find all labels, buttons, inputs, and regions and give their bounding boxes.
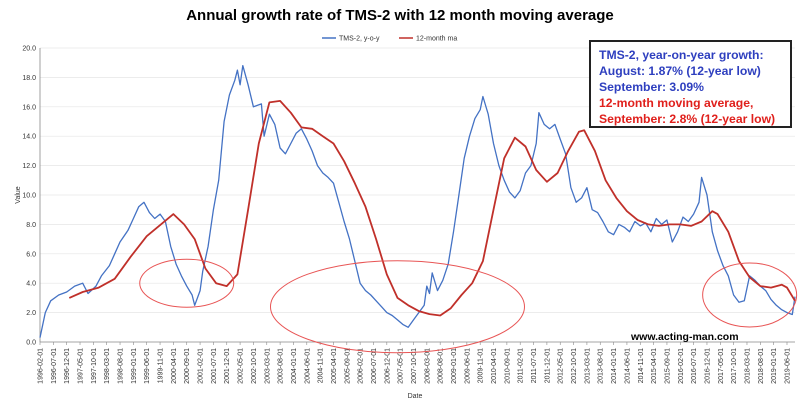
x-tick-label: 1997-10-01 <box>91 348 98 384</box>
legend-label-tms2: TMS-2, y-o-y <box>339 36 380 43</box>
x-tick-label: 2009-06-01 <box>464 348 471 384</box>
legend-label-ma: 12-month ma <box>416 36 457 43</box>
x-tick-label: 1996-02-01 <box>38 348 45 384</box>
x-tick-label: 2001-07-01 <box>211 348 218 384</box>
x-tick-label: 2014-01-01 <box>611 348 618 384</box>
x-tick-label: 2005-04-01 <box>331 348 338 384</box>
chart-title: Annual growth rate of TMS-2 with 12 mont… <box>186 7 614 24</box>
y-tick-label: 18.0 <box>22 75 36 82</box>
annotation-line-1: TMS-2, year-on-year growth: <box>599 48 764 62</box>
x-tick-label: 1999-11-01 <box>158 348 165 383</box>
x-tick-label: 2009-11-01 <box>478 348 485 383</box>
x-tick-label: 2012-05-01 <box>558 348 565 384</box>
legend: TMS-2, y-o-y 12-month ma <box>322 36 457 43</box>
x-tick-label: 2010-09-01 <box>504 348 511 384</box>
x-tick-label: 2002-05-01 <box>238 348 245 384</box>
x-tick-label: 2015-09-01 <box>664 348 671 384</box>
highlight-ellipse <box>269 260 525 354</box>
x-tick-label: 1996-07-01 <box>51 348 58 384</box>
x-tick-label: 2014-11-01 <box>638 348 645 383</box>
x-tick-label: 2003-08-01 <box>278 348 285 384</box>
x-tick-label: 2000-04-01 <box>171 348 178 384</box>
x-tick-label: 2014-06-01 <box>624 348 631 384</box>
x-tick-label: 1998-03-01 <box>104 348 111 384</box>
x-tick-label: 1999-06-01 <box>144 348 151 384</box>
series-line-tms2-yoy <box>39 64 796 338</box>
annotation-box: TMS-2, year-on-year growth: August: 1.87… <box>589 40 792 128</box>
x-tick-label: 2001-12-01 <box>224 348 231 384</box>
y-tick-label: 8.0 <box>26 222 36 229</box>
x-tick-label: 2003-03-01 <box>264 348 271 384</box>
x-tick-label: 2005-09-01 <box>344 348 351 384</box>
x-tick-label: 2018-03-01 <box>744 348 751 384</box>
x-tick-label: 2006-02-01 <box>358 348 365 384</box>
x-tick-label: 2007-10-01 <box>411 348 418 384</box>
y-tick-label: 12.0 <box>22 163 36 170</box>
x-tick-label: 1998-08-01 <box>118 348 125 384</box>
x-axis-title: Date <box>408 393 423 400</box>
x-tick-label: 2008-03-01 <box>424 348 431 384</box>
x-tick-label: 2013-08-01 <box>598 348 605 384</box>
series-layer <box>39 64 796 338</box>
x-tick-label: 2019-06-01 <box>784 348 791 384</box>
x-tick-label: 2010-04-01 <box>491 348 498 384</box>
x-tick-label: 2006-07-01 <box>371 348 378 384</box>
y-tick-label: 20.0 <box>22 46 36 53</box>
y-tick-label: 4.0 <box>26 281 36 288</box>
x-tick-label: 2015-04-01 <box>651 348 658 384</box>
series-line-12m-ma <box>68 100 796 317</box>
y-tick-label: 0.0 <box>26 340 36 347</box>
x-tick-label: 2018-08-01 <box>758 348 765 384</box>
y-tick-label: 2.0 <box>26 310 36 317</box>
x-tick-label: 2016-02-01 <box>678 348 685 384</box>
x-tick-label: 2011-07-01 <box>531 348 538 383</box>
x-tick-label: 2004-01-01 <box>291 348 298 384</box>
annotation-line-2: August: 1.87% (12-year low) <box>599 64 761 78</box>
x-tick-label: 2004-11-01 <box>318 348 325 383</box>
x-tick-label: 1996-12-01 <box>64 348 71 384</box>
x-tick-label: 2001-02-01 <box>198 348 205 384</box>
x-tick-label: 2016-07-01 <box>691 348 698 384</box>
x-axis-ticks: 1996-02-01 1996-07-01 1996-12-01 1997-05-01… <box>38 342 791 384</box>
x-tick-label: 2011-02-01 <box>518 348 525 383</box>
highlight-ellipse <box>139 258 235 308</box>
highlight-ellipses <box>139 258 798 354</box>
annotation-line-4: 12-month moving average, <box>599 96 754 110</box>
y-tick-label: 6.0 <box>26 251 36 258</box>
x-tick-label: 2017-05-01 <box>718 348 725 384</box>
x-tick-label: 2006-12-01 <box>384 348 391 384</box>
x-tick-label: 2017-10-01 <box>731 348 738 384</box>
annotation-line-5: September: 2.8% (12-year low) <box>599 112 776 126</box>
highlight-ellipse <box>702 262 798 328</box>
x-tick-label: 2016-12-01 <box>704 348 711 384</box>
x-tick-label: 2002-10-01 <box>251 348 258 384</box>
x-tick-label: 1999-01-01 <box>131 348 138 384</box>
x-tick-label: 2012-10-01 <box>571 348 578 384</box>
x-tick-label: 2013-03-01 <box>584 348 591 384</box>
x-tick-label: 2011-12-01 <box>544 348 551 383</box>
watermark-text: www.acting-man.com <box>631 331 739 343</box>
y-tick-label: 10.0 <box>22 193 36 200</box>
y-tick-label: 14.0 <box>22 134 36 141</box>
annotation-line-3: September: 3.09% <box>599 80 704 94</box>
y-axis-title: Value <box>15 186 22 203</box>
x-tick-label: 1997-05-01 <box>78 348 85 384</box>
x-tick-label: 2008-08-01 <box>438 348 445 384</box>
x-tick-label: 2009-01-01 <box>451 348 458 384</box>
x-tick-label: 2004-06-01 <box>304 348 311 384</box>
y-tick-label: 16.0 <box>22 104 36 111</box>
x-tick-label: 2000-09-01 <box>184 348 191 384</box>
y-axis-ticks: 0.0 2.0 4.0 6.0 8.0 10.0 12.0 14.0 16.0 18.0 20.0 <box>22 46 36 347</box>
x-tick-label: 2007-05-01 <box>398 348 405 384</box>
x-tick-label: 2019-01-01 <box>771 348 778 384</box>
